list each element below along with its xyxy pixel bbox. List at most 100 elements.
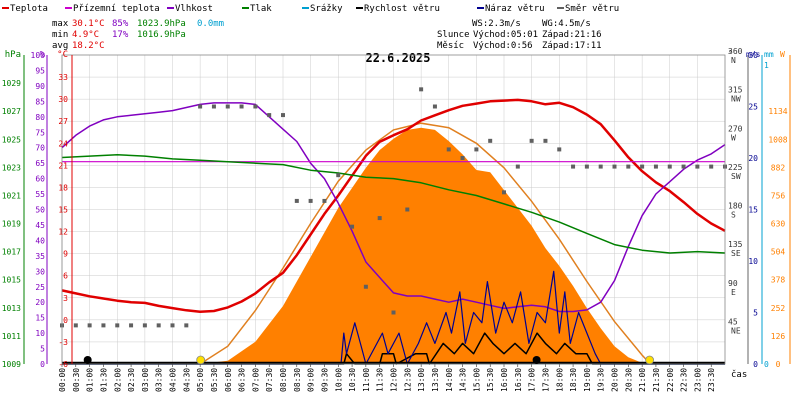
direction-compass-label: E — [731, 288, 736, 297]
x-tick-label: 16:30 — [514, 368, 523, 392]
humidity-tick-label: 75 — [35, 128, 45, 137]
x-axis-label: čas — [731, 369, 747, 380]
rain-axis-label: mm — [764, 50, 774, 59]
wind-direction-point — [681, 164, 686, 169]
pressure-tick-label: 1013 — [2, 304, 21, 313]
moonset-time: Západ:17:11 — [542, 41, 602, 51]
wind-direction-point — [543, 138, 548, 143]
temperature-tick-label: -6 — [58, 360, 68, 369]
direction-compass-label: SW — [731, 172, 741, 181]
solar-tick-label: 126 — [771, 332, 786, 341]
sunrise-time: Východ:05:01 — [473, 30, 538, 40]
sun-marker — [196, 355, 206, 365]
wind-direction-point — [460, 156, 465, 160]
stat-max-label: max — [52, 19, 69, 29]
humidity-tick-label: 50 — [35, 206, 45, 215]
wind-direction-point — [709, 164, 714, 169]
wind-direction-point — [474, 147, 479, 152]
temperature-tick-label: 33 — [58, 73, 68, 82]
humidity-tick-label: 25 — [35, 283, 45, 292]
solar-tick-label: 252 — [771, 304, 786, 313]
humidity-tick-label: 95 — [35, 66, 45, 75]
humidity-tick-label: 30 — [35, 267, 45, 276]
temperature-tick-label: 21 — [58, 161, 68, 170]
rain-tick-label: 0 — [764, 360, 769, 369]
x-tick-label: 18:30 — [569, 368, 578, 392]
x-tick-label: 06:00 — [224, 368, 233, 392]
temperature-tick-label: 24 — [58, 139, 68, 148]
x-tick-label: 05:00 — [196, 368, 205, 392]
legend-label: Teplota — [10, 4, 48, 14]
wind-direction-point — [239, 104, 244, 109]
wind-direction-point — [142, 323, 147, 328]
x-tick-label: 04:30 — [182, 368, 191, 392]
stat-avg-temp: 18.2°C — [72, 41, 105, 51]
x-tick-label: 22:00 — [666, 368, 675, 392]
humidity-tick-label: 80 — [35, 113, 45, 122]
x-tick-label: 20:30 — [624, 368, 633, 392]
wind-direction-point — [419, 87, 424, 92]
x-tick-label: 11:00 — [362, 368, 371, 392]
x-tick-label: 00:00 — [58, 368, 67, 392]
solar-tick-label: 504 — [771, 248, 786, 257]
solar-tick-label: 1134 — [768, 107, 787, 116]
temperature-tick-label: 12 — [58, 228, 68, 237]
wind-tick-label: 30 — [748, 51, 758, 60]
wind-direction-point — [211, 104, 216, 109]
x-tick-label: 12:00 — [390, 368, 399, 392]
pressure-tick-label: 1011 — [2, 332, 21, 341]
wind-tick-label: 5 — [753, 309, 758, 318]
humidity-tick-label: 20 — [35, 298, 45, 307]
direction-tick-label: 180 — [728, 202, 743, 211]
pressure-tick-label: 1019 — [2, 220, 21, 229]
solar-radiation — [199, 122, 651, 365]
wind-direction-point — [115, 323, 120, 328]
wind-direction-point — [640, 164, 645, 169]
stats-panel: max 30.1°C 85% 1023.9hPa 0.0mm min 4.9°C… — [52, 19, 224, 51]
direction-compass-label: W — [731, 133, 736, 142]
sun-marker — [645, 355, 654, 365]
series-tlak — [61, 153, 726, 254]
solar-axis-label: W — [780, 50, 785, 59]
wind-direction-point — [308, 198, 313, 203]
wind-gust-info: WG:4.5m/s — [542, 19, 591, 29]
temperature-tick-label: 18 — [58, 183, 68, 192]
temperature-axis-label: °C — [57, 50, 68, 60]
pressure-tick-label: 1015 — [2, 276, 21, 285]
humidity-tick-label: 5 — [40, 345, 45, 354]
direction-compass-label: NE — [731, 326, 741, 335]
x-tick-label: 17:00 — [528, 368, 537, 392]
x-tick-label: 20:00 — [611, 368, 620, 392]
stat-avg-label: avg — [52, 41, 68, 51]
legend-label: Tlak — [250, 4, 272, 14]
x-tick-label: 19:00 — [583, 368, 592, 392]
wind-direction-point — [653, 164, 658, 169]
wind-direction-point — [350, 224, 355, 229]
series-vlhkost — [61, 102, 726, 313]
wind-axis-label: m/s — [746, 50, 761, 59]
x-tick-label: 06:30 — [238, 368, 247, 392]
humidity-tick-label: 45 — [35, 221, 45, 230]
wind-direction-point — [170, 323, 175, 328]
wind-direction-point — [612, 164, 617, 169]
wind-direction-point — [156, 323, 161, 328]
x-tick-label: 10:00 — [334, 368, 343, 392]
legend-label: Náraz větru — [485, 4, 545, 14]
x-tick-label: 08:00 — [279, 368, 288, 392]
temperature-tick-label: 6 — [63, 272, 68, 281]
wind-direction-point — [267, 113, 272, 118]
wind-tick-label: 20 — [748, 154, 758, 163]
wind-tick-label: 25 — [748, 103, 758, 112]
direction-tick-label: 135 — [728, 240, 743, 249]
pressure-tick-label: 1009 — [2, 360, 21, 369]
wind-direction-point — [377, 216, 382, 221]
temperature-tick-label: 27 — [58, 117, 68, 126]
x-tick-label: 13:30 — [431, 368, 440, 392]
stat-min-humidity: 17% — [112, 30, 129, 40]
x-tick-label: 15:30 — [486, 368, 495, 392]
direction-tick-label: 90 — [728, 279, 738, 288]
temperature-tick-label: -3 — [58, 338, 68, 347]
x-tick-label: 19:30 — [597, 368, 606, 392]
pressure-tick-label: 1025 — [2, 135, 21, 144]
